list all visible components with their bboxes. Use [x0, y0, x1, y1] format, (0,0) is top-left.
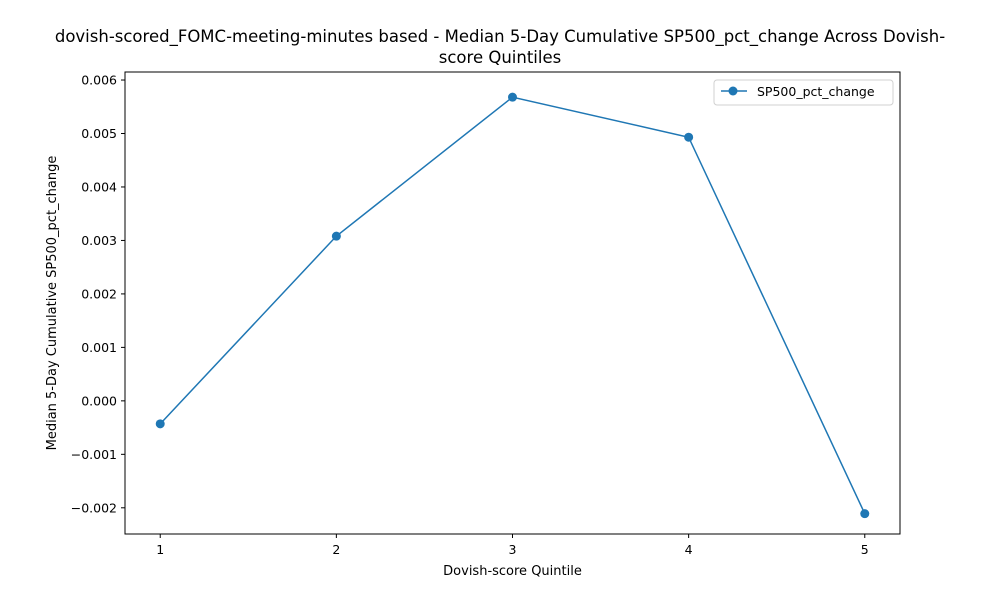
- x-tick-label: 3: [509, 542, 517, 557]
- y-tick-label: 0.006: [81, 73, 117, 88]
- x-axis-label: Dovish-score Quintile: [443, 564, 582, 579]
- legend: SP500_pct_change: [713, 79, 894, 106]
- y-tick-label: 0.004: [81, 179, 117, 194]
- data-point: [860, 509, 870, 519]
- x-tick-label: 2: [332, 542, 340, 557]
- x-axis-ticks: 1 2 3 4 5: [156, 534, 869, 557]
- y-tick-label: −0.001: [71, 447, 117, 462]
- x-tick-label: 1: [156, 542, 164, 557]
- series-group: [155, 92, 870, 519]
- data-point: [331, 231, 341, 241]
- x-tick-label: 5: [861, 542, 869, 557]
- y-tick-label: 0.003: [81, 233, 117, 248]
- plot-frame: [124, 71, 901, 535]
- y-tick-label: 0.000: [81, 393, 117, 408]
- y-tick-label: 0.001: [81, 340, 117, 355]
- y-tick-label: −0.002: [71, 500, 117, 515]
- legend-box: [713, 79, 894, 106]
- data-point: [155, 419, 165, 429]
- y-tick-label: 0.002: [81, 286, 117, 301]
- x-tick-label: 4: [685, 542, 693, 557]
- y-axis-label: Median 5-Day Cumulative SP500_pct_change: [45, 156, 60, 451]
- data-point: [684, 132, 694, 142]
- series-line: [159, 96, 866, 514]
- y-axis-ticks: −0.002 −0.001 0.000 0.001 0.002 0.003 0.004 0.0…: [71, 73, 125, 515]
- chart-title-line-2: score Quintiles: [438, 48, 562, 67]
- y-tick-label: 0.005: [81, 126, 117, 141]
- legend-label: SP500_pct_change: [757, 84, 875, 99]
- legend-marker: [728, 86, 738, 96]
- chart-title: dovish-scored_FOMC-meeting-minutes based…: [0, 26, 1000, 68]
- chart-title-line-1: dovish-scored_FOMC-meeting-minutes based…: [54, 27, 946, 46]
- data-point: [508, 92, 517, 102]
